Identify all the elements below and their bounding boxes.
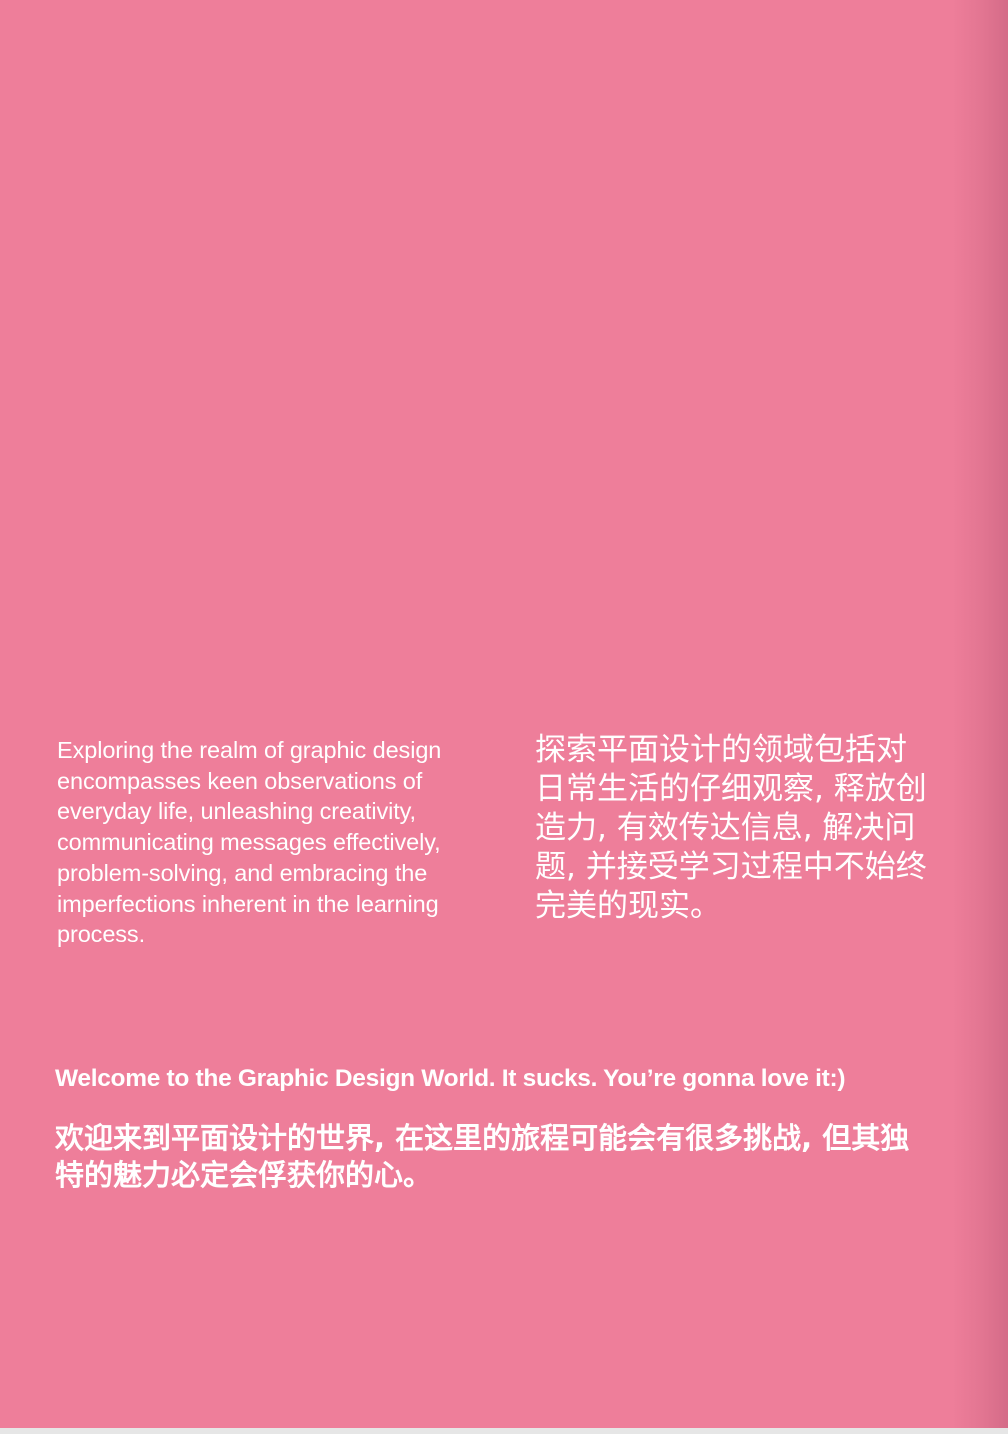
welcome-chinese-headline: 欢迎来到平面设计的世界, 在这里的旅程可能会有很多挑战, 但其独特的魅力必定会俘… bbox=[55, 1121, 910, 1192]
intro-chinese-paragraph: 探索平面设计的领域包括对日常生活的仔细观察, 释放创造力, 有效传达信息, 解决… bbox=[535, 732, 927, 924]
bottom-strip bbox=[0, 1428, 1008, 1434]
welcome-english-headline: Welcome to the Graphic Design World. It … bbox=[55, 1065, 846, 1092]
page-edge-shadow bbox=[952, 0, 1008, 1428]
intro-english-paragraph: Exploring the realm of graphic design en… bbox=[57, 737, 442, 948]
